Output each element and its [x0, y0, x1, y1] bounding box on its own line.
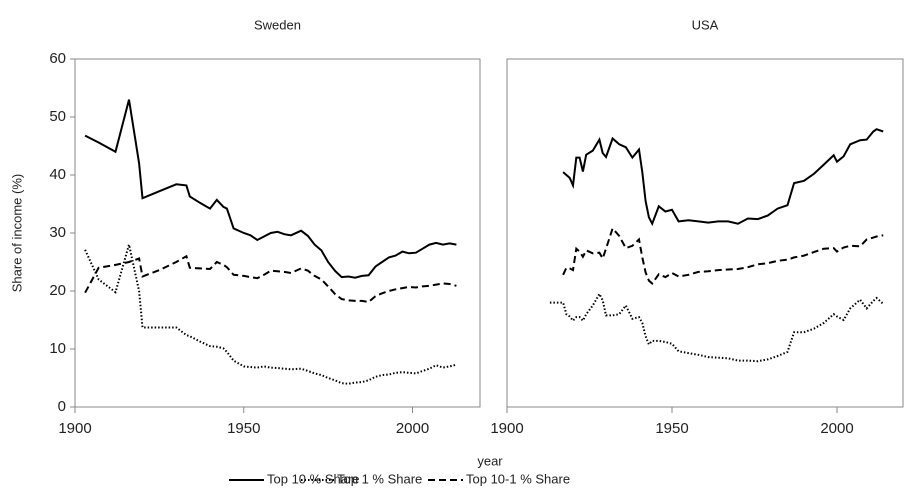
data-line — [562, 128, 884, 227]
data-line — [562, 226, 884, 285]
plot-frame — [506, 58, 904, 408]
x-tick-label: 2000 — [820, 420, 853, 437]
x-tick-label: 1900 — [490, 420, 523, 437]
x-axis-label: year — [477, 453, 503, 468]
y-tick-label: 60 — [49, 50, 66, 67]
legend-label: Top 1 % Share — [337, 471, 422, 486]
legend-label: Top 10 % Share — [267, 471, 360, 486]
panel-title: USA — [692, 17, 719, 32]
y-tick-label: 10 — [49, 340, 66, 357]
data-line — [84, 99, 457, 279]
x-tick-label: 1900 — [58, 420, 91, 437]
y-axis-label: Share of income (%) — [9, 174, 24, 293]
y-tick-label: 40 — [49, 166, 66, 183]
data-line — [84, 244, 457, 385]
x-tick-label: 1950 — [655, 420, 688, 437]
y-tick-label: 50 — [49, 108, 66, 125]
y-tick-label: 0 — [58, 398, 66, 415]
data-line — [84, 254, 457, 304]
plot-frame — [74, 58, 481, 408]
panel-title: Sweden — [254, 17, 301, 32]
x-tick-label: 2000 — [396, 420, 429, 437]
data-line — [549, 291, 884, 363]
x-tick-label: 1950 — [227, 420, 260, 437]
y-tick-label: 20 — [49, 282, 66, 299]
y-tick-label: 30 — [49, 224, 66, 241]
legend-label: Top 10-1 % Share — [466, 471, 570, 486]
